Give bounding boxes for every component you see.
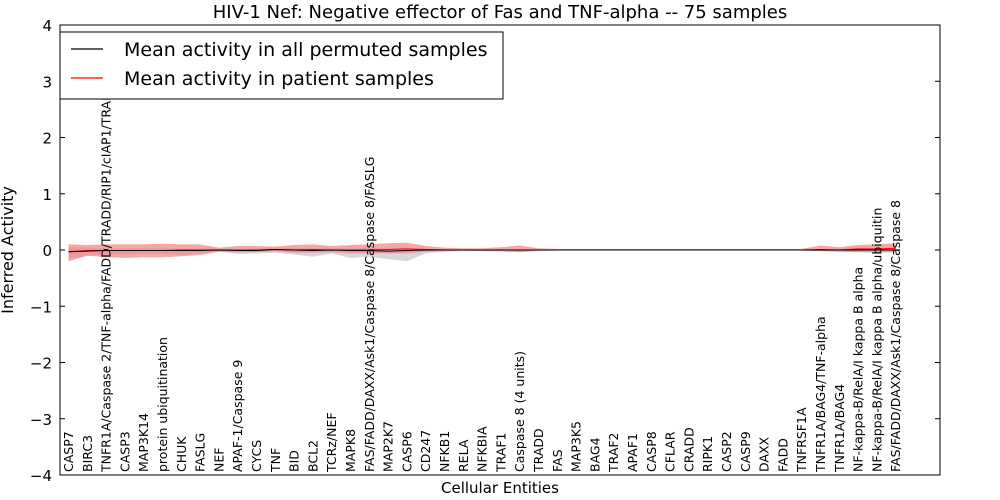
category-label: TRAF1 — [493, 432, 508, 473]
chart-title: HIV-1 Nef: Negative effector of Fas and … — [213, 2, 788, 23]
category-label: CFLAR — [663, 431, 678, 472]
category-label: FAS — [550, 449, 565, 472]
category-label: APAF1 — [625, 433, 640, 472]
legend-box — [59, 31, 504, 100]
category-label: CRADD — [681, 427, 696, 472]
category-label: BAG4 — [587, 437, 602, 472]
category-label: Caspase 8 (4 units) — [512, 351, 527, 472]
category-label: NFKBIA — [475, 426, 490, 472]
category-label: CASP8 — [644, 431, 659, 472]
category-label: MAP3K5 — [569, 421, 584, 472]
plot-area: CASP7 BIRC3 TNFR1A/Caspase 2/TNF-alpha/FAD… — [30, 17, 941, 485]
y-tick-label: 1 — [42, 186, 52, 204]
category-label: NFKB1 — [437, 431, 452, 472]
category-label: DAXX — [757, 436, 772, 472]
category-label: FADD — [775, 438, 790, 472]
legend-label-patient: Mean activity in patient samples — [124, 68, 434, 90]
y-tick-label: −2 — [30, 355, 52, 373]
category-label: TNFRSF1A — [794, 407, 809, 473]
category-label: CHUK — [174, 436, 189, 472]
y-tick-label: 2 — [42, 130, 52, 148]
category-label: TNF — [268, 448, 283, 473]
category-label: TRAF2 — [606, 432, 621, 473]
category-label: protein ubiquitination — [155, 337, 170, 472]
category-label: CASP2 — [719, 431, 734, 472]
category-label: TNFR1A/BAG4 — [832, 384, 847, 473]
category-label: CASP3 — [117, 431, 132, 472]
category-label: MAP3K14 — [136, 413, 151, 472]
x-axis-label: Cellular Entities — [441, 479, 559, 497]
category-labels: CASP7 BIRC3 TNFR1A/Caspase 2/TNF-alpha/FAD… — [61, 86, 903, 473]
category-label: CASP6 — [399, 431, 414, 472]
category-label: CASP9 — [738, 431, 753, 472]
category-label: MAPK8 — [343, 429, 358, 472]
category-label: FAS/FADD/DAXX/Ask1/Caspase 8/Caspase 8/F… — [362, 157, 377, 472]
y-tick-label: 3 — [42, 73, 52, 91]
legend-label-permuted: Mean activity in all permuted samples — [124, 39, 487, 61]
y-tick-label: 4 — [42, 17, 52, 35]
category-label: APAF-1/Caspase 9 — [230, 360, 245, 472]
category-label: RELA — [456, 439, 471, 472]
band-patient — [68, 242, 896, 262]
category-label: NF-kappa-B/RelA/I kappa B alpha/ubiquiti… — [869, 208, 884, 472]
category-label: NEF — [211, 448, 226, 472]
line-permuted — [68, 248, 896, 253]
category-label: BIRC3 — [80, 435, 95, 472]
category-label: CASP7 — [61, 431, 76, 472]
y-tick-label: −4 — [30, 467, 52, 485]
category-label: NF-kappa-B/RelA/I kappa B alpha — [851, 267, 866, 472]
category-label: CYCS — [249, 440, 264, 472]
category-label: TNFR1A/Caspase 2/TNF-alpha/FADD/TRADD/RI… — [99, 86, 114, 473]
y-tick-label: 0 — [42, 242, 52, 260]
y-axis: −4 −3 −2 −1 0 1 2 3 4 — [30, 17, 940, 485]
category-label: TNFR1A/BAG4/TNF-alpha — [813, 316, 828, 473]
y-tick-label: −1 — [30, 298, 52, 316]
series-lines — [68, 247, 896, 253]
category-label: MAP2K7 — [381, 421, 396, 472]
category-label: RIPK1 — [700, 436, 715, 472]
category-label: FASLG — [193, 433, 208, 472]
category-label: TCRz/NEF — [324, 412, 339, 473]
category-label: CD247 — [418, 430, 433, 472]
category-label: FAS/FADD/DAXX/Ask1/Caspase 8/Caspase 8 — [888, 200, 903, 472]
legend: Mean activity in all permuted samples Me… — [59, 31, 504, 100]
y-tick-label: −3 — [30, 411, 52, 429]
y-axis-label: Inferred Activity — [0, 186, 17, 314]
category-label: BCL2 — [305, 440, 320, 472]
category-label: BID — [287, 450, 302, 472]
confidence-bands — [68, 242, 896, 262]
category-label: TRADD — [531, 428, 546, 473]
